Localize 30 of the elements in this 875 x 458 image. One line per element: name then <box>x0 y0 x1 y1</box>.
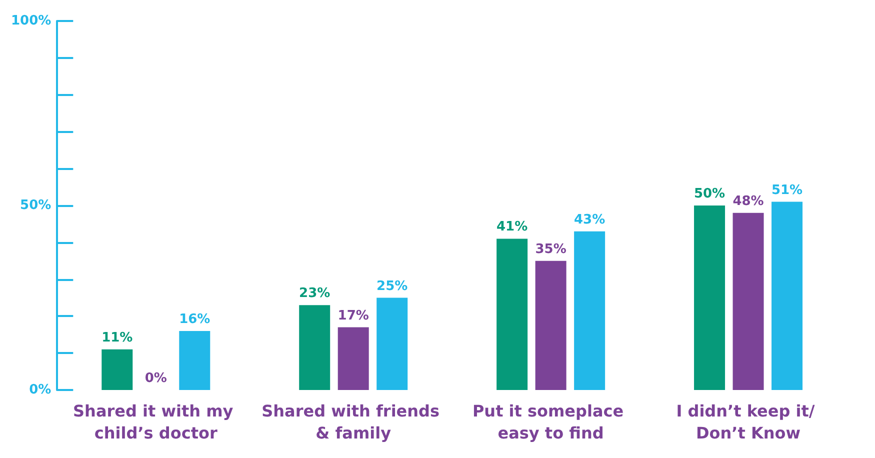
data-label: 25% <box>376 278 408 294</box>
data-label: 23% <box>299 286 330 302</box>
data-label: 35% <box>535 242 566 257</box>
bar <box>102 349 133 390</box>
y-tick-label: 100% <box>10 14 52 28</box>
bar <box>496 238 528 390</box>
y-tick-label: 50% <box>20 198 52 213</box>
data-label: 0% <box>144 371 167 386</box>
data-label: 48% <box>732 194 764 209</box>
x-tick-label: Put it someplace easy to find <box>472 402 630 442</box>
bar <box>376 298 408 390</box>
data-label: 41% <box>496 220 528 235</box>
bar <box>574 231 606 390</box>
data-label: 17% <box>338 308 369 324</box>
x-tick-label: Shared with friends & family <box>262 402 446 442</box>
data-label: 51% <box>771 182 803 198</box>
data-label: 43% <box>574 212 606 228</box>
data-label: 16% <box>179 312 210 327</box>
bar <box>299 305 330 390</box>
bar <box>694 206 726 390</box>
bar <box>338 327 369 390</box>
bar <box>772 202 803 390</box>
x-tick-label: Shared it with my child’s doctor <box>73 402 239 442</box>
y-tick-label: 0% <box>29 382 52 398</box>
data-label: 11% <box>102 330 133 346</box>
data-label: 50% <box>694 186 726 202</box>
x-tick-label: I didn’t keep it/ Don’t Know <box>676 402 820 442</box>
bar <box>179 330 210 390</box>
bar <box>535 260 566 390</box>
bar <box>732 212 764 390</box>
